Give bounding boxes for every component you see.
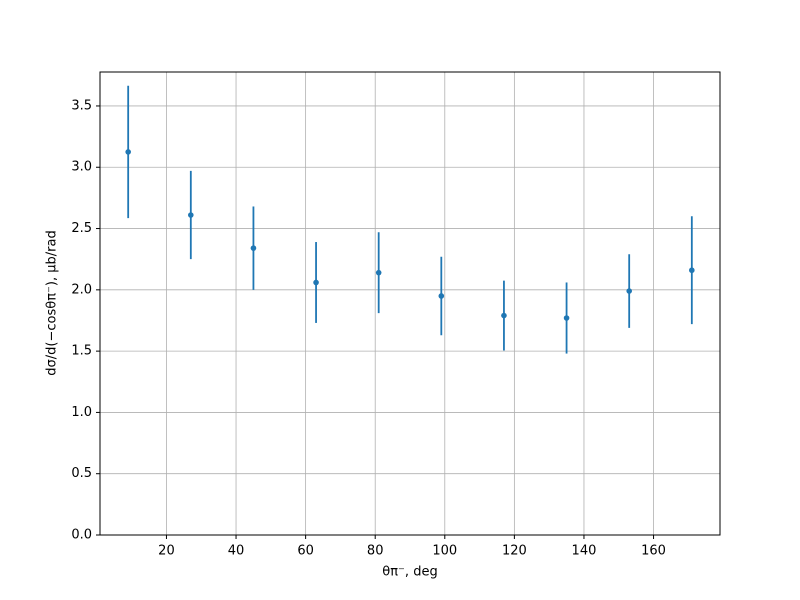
data-point xyxy=(689,267,695,274)
plot-frame xyxy=(99,71,721,536)
x-tick-label: 80 xyxy=(367,544,384,559)
data-point xyxy=(438,293,445,299)
data-point xyxy=(313,279,319,286)
x-tick-label: 140 xyxy=(572,544,597,559)
y-axis-label: dσ/d(−cosθπ⁻), μb/rad xyxy=(45,230,60,375)
x-tick-label: 40 xyxy=(228,544,245,559)
x-tick-label: 60 xyxy=(297,544,314,559)
data-point xyxy=(501,312,507,319)
data-point xyxy=(125,149,131,155)
y-tick-label: 3.5 xyxy=(71,98,92,113)
x-axis-label: θπ⁻, deg xyxy=(382,565,437,580)
x-tick-label: 20 xyxy=(158,544,175,559)
x-tick-label: 160 xyxy=(641,544,666,559)
y-tick-label: 2.0 xyxy=(71,282,92,297)
data-point xyxy=(626,288,632,294)
y-tick-label: 0.5 xyxy=(71,466,92,481)
data-point xyxy=(188,212,194,218)
y-tick-label: 3.0 xyxy=(71,160,92,175)
y-tick-label: 0.0 xyxy=(71,528,92,543)
x-tick-label: 120 xyxy=(502,544,527,559)
y-tick-label: 1.5 xyxy=(71,344,92,359)
data-point xyxy=(250,245,257,251)
x-tick-label: 100 xyxy=(432,544,457,559)
data-point xyxy=(375,269,382,276)
y-tick-label: 2.5 xyxy=(71,221,92,236)
y-tick-label: 1.0 xyxy=(71,405,92,420)
data-point xyxy=(563,315,570,321)
